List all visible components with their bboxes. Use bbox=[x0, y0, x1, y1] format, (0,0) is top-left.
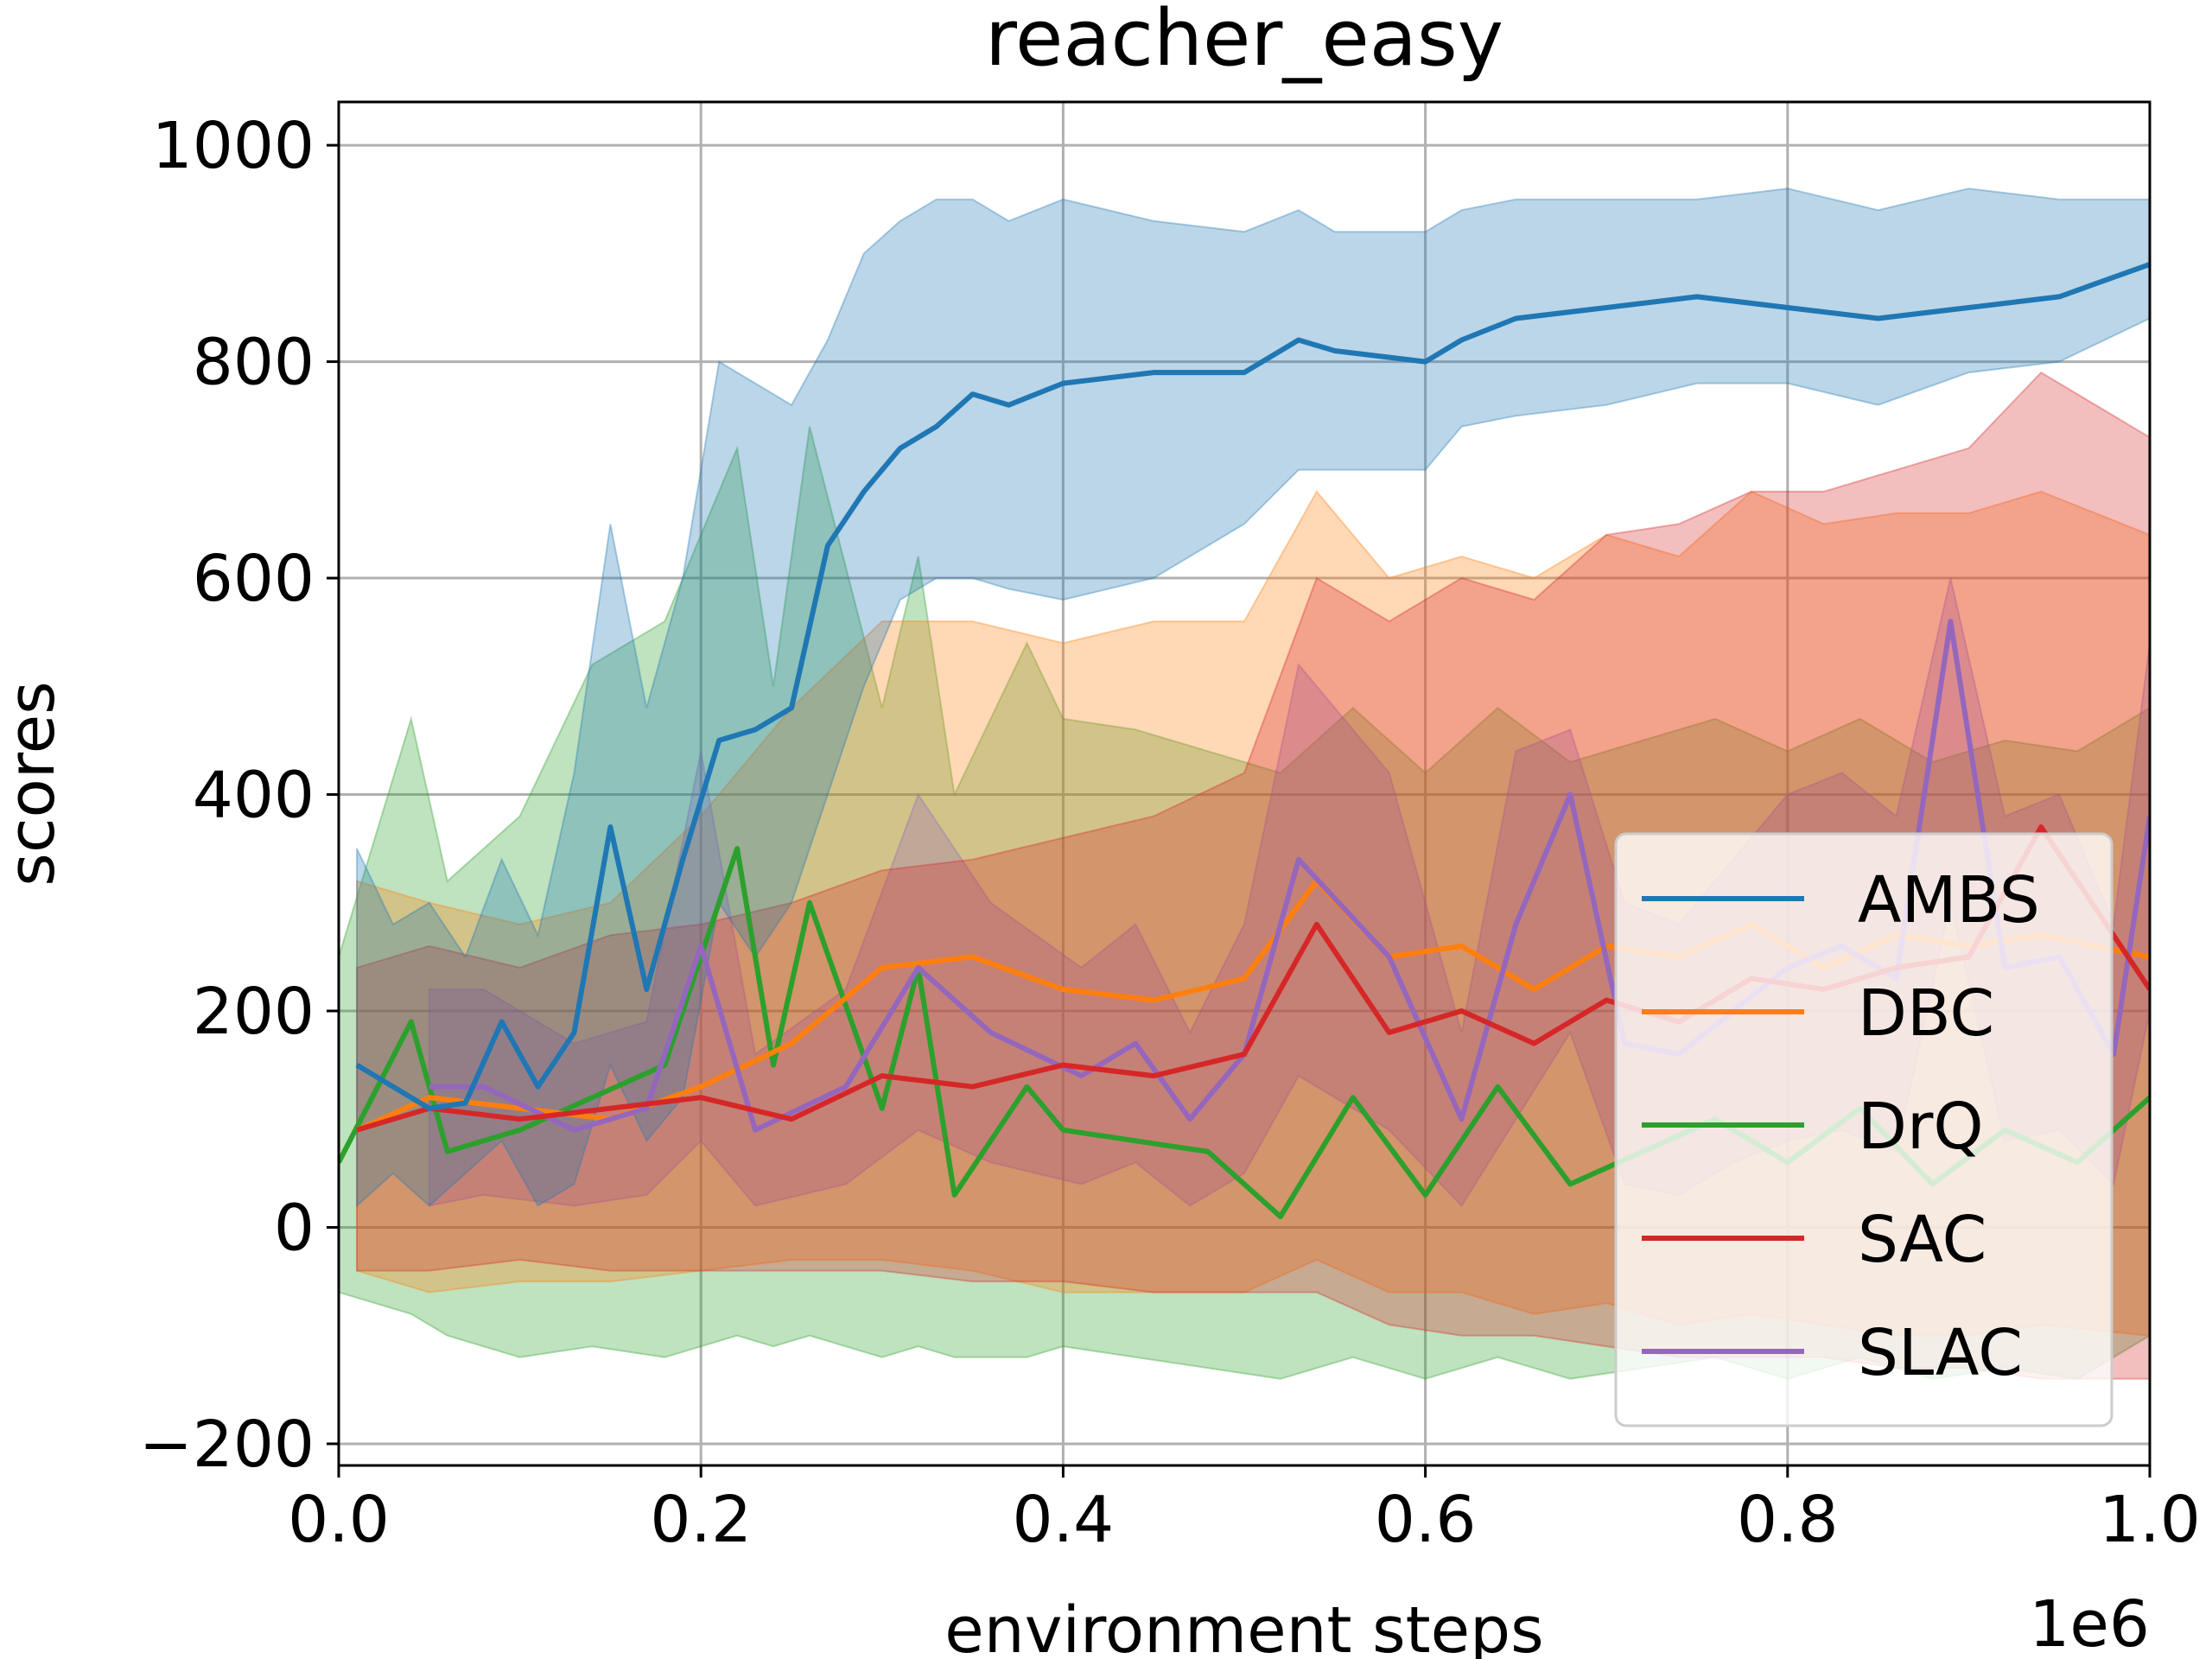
y-tick-label: 1000 bbox=[152, 109, 315, 183]
y-tick-label: 800 bbox=[193, 326, 315, 400]
x-tick-label: 1.0 bbox=[2099, 1483, 2201, 1557]
x-tick-label: 0.2 bbox=[650, 1483, 752, 1557]
x-axis-ticks: 0.0 0.2 0.4 0.6 0.8 1.0 bbox=[288, 1465, 2201, 1557]
legend-label-drq: DrQ bbox=[1858, 1090, 1984, 1164]
y-tick-label: 600 bbox=[193, 542, 315, 616]
line-ambs bbox=[355, 262, 2150, 1111]
legend-label-sac: SAC bbox=[1858, 1203, 1986, 1277]
y-tick-label: 400 bbox=[193, 759, 315, 833]
y-tick-label: 200 bbox=[193, 975, 315, 1049]
x-tick-label: 0.8 bbox=[1737, 1483, 1839, 1557]
legend-label-dbc: DBC bbox=[1858, 976, 1994, 1051]
grid bbox=[337, 102, 2152, 1465]
x-axis-offset-label: 1e6 bbox=[2029, 1587, 2150, 1659]
y-axis-ticks: −200 0 200 400 600 800 1000 bbox=[139, 109, 339, 1482]
legend-frame bbox=[1614, 832, 2113, 1427]
plot-frame bbox=[337, 100, 2152, 1467]
y-tick-label: 0 bbox=[274, 1191, 315, 1265]
y-tick-label: −200 bbox=[139, 1408, 315, 1482]
y-axis-label: scores bbox=[0, 681, 69, 886]
legend-label-slac: SLAC bbox=[1858, 1316, 2023, 1390]
x-tick-label: 0.0 bbox=[288, 1483, 390, 1557]
legend: AMBS DBC DrQ SAC SLAC bbox=[1614, 832, 2113, 1427]
x-tick-label: 0.4 bbox=[1013, 1483, 1115, 1557]
legend-label-ambs: AMBS bbox=[1858, 863, 2040, 938]
x-axis-label: environment steps bbox=[944, 1593, 1543, 1659]
x-tick-label: 0.6 bbox=[1375, 1483, 1477, 1557]
chart-title: reacher_easy bbox=[985, 0, 1503, 84]
band-ambs bbox=[356, 188, 2150, 1208]
